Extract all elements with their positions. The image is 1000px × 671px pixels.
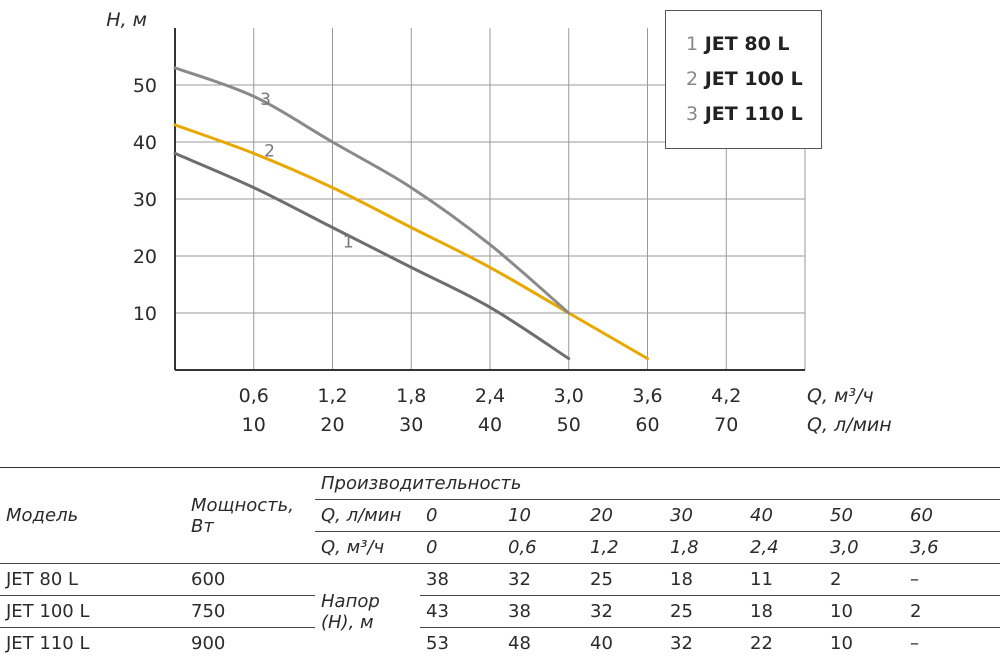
table-cell: 20	[584, 499, 664, 532]
series-line-3	[173, 66, 571, 315]
table-row: JET 80 L 600 Напор (H), м 38 32 25 18 11 …	[0, 563, 1000, 659]
power-cell: 750	[185, 595, 315, 628]
table-cell: 3,0	[824, 531, 904, 564]
model-header: Модель	[0, 467, 185, 564]
table-row: JET 100 L 750 43 38 32 25 18 10 2	[0, 595, 1000, 628]
table-header-row-3: Q, м³/ч 0 0,6 1,2 1,8 2,4 3,0 3,6	[0, 531, 1000, 564]
table-cell: 10	[824, 627, 904, 659]
table-cell: 40	[584, 627, 664, 659]
series-line-1	[173, 151, 571, 361]
table-cell: 25	[584, 563, 664, 596]
table-cell: 38	[420, 563, 502, 596]
table-cell: 0,6	[502, 531, 584, 564]
series-label-2: 2	[264, 141, 275, 161]
table-cell: 18	[664, 563, 744, 596]
table-cell: 30	[664, 499, 744, 532]
x-tick-label: 3,0	[554, 385, 584, 407]
table-header-row-1: Модель Мощность, Вт Производительность	[0, 467, 1000, 564]
pump-curve-chart: 10 20 30 40 50 H, м 0,6 1,2 1,8 2,4 3,0 3,6 4,2 10 20 3…	[106, 9, 892, 436]
y-axis-label: H, м	[106, 9, 147, 31]
y-tick-label: 30	[133, 189, 157, 211]
x-axis-label: Q, м³/ч	[807, 385, 874, 407]
table-cell: 1,8	[664, 531, 744, 564]
head-label-line2: (H), м	[321, 611, 374, 633]
table-cell: 0	[420, 499, 502, 532]
legend-name: JET 100 L	[704, 68, 803, 90]
table-cell: 22	[744, 627, 824, 659]
y-tick-label: 10	[133, 303, 157, 325]
power-cell: 600	[185, 563, 315, 596]
table-cell: –	[904, 627, 1000, 659]
q-m3h-label: Q, м³/ч	[315, 531, 420, 564]
table-cell: 60	[904, 499, 1000, 532]
table-header-row-2: Q, л/мин 0 10 20 30 40 50 60	[0, 499, 1000, 532]
model-cell: JET 80 L	[0, 563, 185, 596]
table-cell: 11	[744, 563, 824, 596]
table-cell: 3,6	[904, 531, 1000, 564]
table-cell: 1,2	[584, 531, 664, 564]
x-tick-label-secondary: 60	[635, 414, 659, 436]
chart-legend: 1 JET 80 L 2 JET 100 L 3 JET 110 L	[665, 10, 822, 149]
x-tick-label-secondary: 70	[714, 414, 738, 436]
x-tick-label: 2,4	[475, 385, 505, 407]
table-cell: 32	[664, 627, 744, 659]
y-tick-label: 40	[133, 132, 157, 154]
model-cell: JET 110 L	[0, 627, 185, 659]
table-cell: 2	[904, 595, 1000, 628]
power-header-line2: Вт	[191, 515, 214, 537]
y-tick-label: 20	[133, 246, 157, 268]
x-tick-label: 3,6	[632, 385, 662, 407]
table-cell: 2	[824, 563, 904, 596]
table-cell: 43	[420, 595, 502, 628]
table-cell: 10	[824, 595, 904, 628]
legend-name: JET 80 L	[704, 33, 790, 55]
x-tick-label: 1,2	[317, 385, 347, 407]
y-tick-label: 50	[133, 75, 157, 97]
table-cell: 38	[502, 595, 584, 628]
x-tick-label: 1,8	[396, 385, 426, 407]
head-label-line1: Напор	[321, 590, 380, 612]
table-cell: 25	[664, 595, 744, 628]
table-cell: 53	[420, 627, 502, 659]
spec-table: Модель Мощность, Вт Производительность Q,…	[0, 467, 1000, 659]
x-axis-label-secondary: Q, л/мин	[807, 414, 892, 436]
legend-num: 2	[686, 68, 699, 90]
series-label-3: 3	[260, 90, 271, 110]
head-label: Напор (H), м	[315, 563, 420, 659]
legend-item-3: 3 JET 110 L	[686, 97, 821, 132]
series-label-1: 1	[343, 232, 354, 252]
table-cell: 50	[824, 499, 904, 532]
legend-name: JET 110 L	[704, 103, 803, 125]
table-cell: 32	[502, 563, 584, 596]
table-cell: 48	[502, 627, 584, 659]
power-cell: 900	[185, 627, 315, 659]
perf-header: Производительность	[315, 467, 1000, 500]
legend-num: 1	[686, 33, 699, 55]
power-header: Мощность, Вт	[185, 467, 315, 564]
x-tick-label: 4,2	[711, 385, 741, 407]
model-cell: JET 100 L	[0, 595, 185, 628]
power-header-line1: Мощность,	[191, 494, 294, 516]
table-cell: 40	[744, 499, 824, 532]
x-tick-label: 0,6	[239, 385, 269, 407]
x-tick-label-secondary: 50	[557, 414, 581, 436]
x-tick-label-secondary: 10	[242, 414, 266, 436]
table-cell: 18	[744, 595, 824, 628]
table-cell: 10	[502, 499, 584, 532]
table-cell: –	[904, 563, 1000, 596]
legend-num: 3	[686, 103, 699, 125]
x-tick-label-secondary: 20	[320, 414, 344, 436]
legend-item-2: 2 JET 100 L	[686, 62, 821, 97]
table-cell: 2,4	[744, 531, 824, 564]
q-lmin-label: Q, л/мин	[315, 499, 420, 532]
table-cell: 0	[420, 531, 502, 564]
table-cell: 32	[584, 595, 664, 628]
x-tick-label-secondary: 40	[478, 414, 502, 436]
table-row: JET 110 L 900 53 48 40 32 22 10 –	[0, 627, 1000, 659]
legend-item-1: 1 JET 80 L	[686, 27, 821, 62]
x-tick-label-secondary: 30	[399, 414, 423, 436]
